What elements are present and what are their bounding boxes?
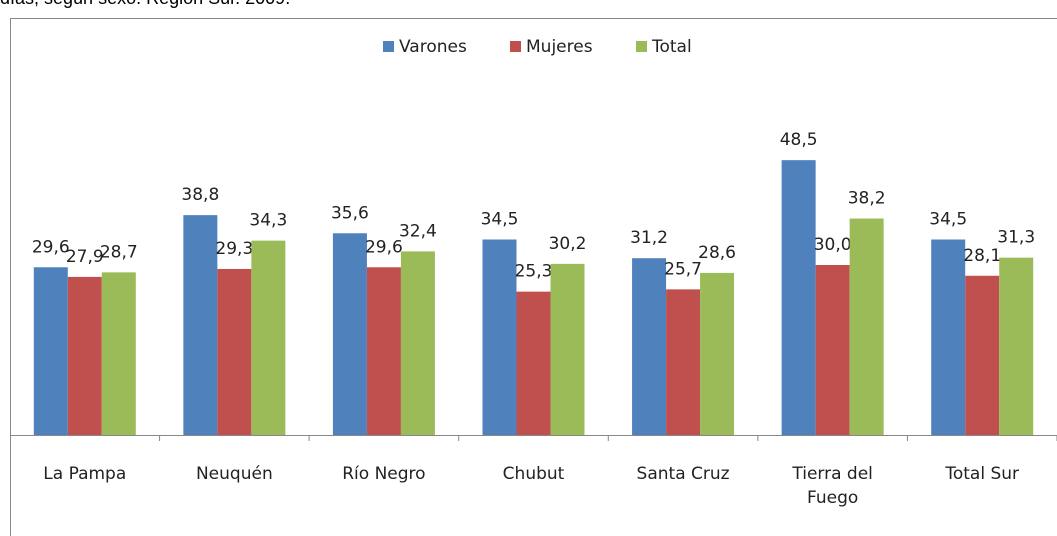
data-label: 31,2: [630, 228, 668, 248]
data-label: 48,5: [780, 130, 818, 150]
bar: [700, 272, 735, 435]
bar: [366, 267, 401, 435]
x-tick-label: Tierra del Fuego: [792, 464, 873, 508]
legend-swatch: [383, 41, 394, 52]
x-tick-label: Chubut: [502, 464, 565, 484]
bar: [332, 233, 367, 435]
bar: [400, 251, 435, 435]
bar: [67, 276, 102, 435]
bar: [482, 239, 517, 435]
chart-title: días, según sexo. Región Sur. 2009.: [0, 0, 290, 9]
legend-label: Total: [651, 37, 692, 57]
legend-label: Mujeres: [526, 37, 593, 57]
chart-frame: [10, 18, 1057, 536]
bar: [965, 275, 1000, 435]
data-label: 25,7: [664, 259, 702, 279]
bar: [217, 268, 252, 435]
data-label: 34,3: [249, 211, 287, 231]
data-label: 29,6: [365, 237, 403, 257]
data-label: 38,2: [848, 189, 886, 209]
bar: [550, 263, 585, 435]
data-label: 25,3: [515, 262, 553, 282]
data-label: 30,2: [549, 234, 587, 254]
bar: [33, 267, 68, 435]
data-label: 27,9: [66, 247, 104, 267]
bar: [931, 239, 966, 435]
data-label: 28,7: [100, 242, 138, 262]
legend-swatch: [636, 41, 647, 52]
data-label: 35,6: [331, 203, 369, 223]
bar: [781, 160, 816, 435]
data-label: 34,5: [929, 210, 967, 230]
x-tick-label: Neuquén: [195, 464, 273, 484]
bar: [632, 258, 667, 435]
bar: [815, 265, 850, 435]
x-tick-label: La Pampa: [43, 464, 127, 484]
data-label: 29,6: [32, 237, 70, 257]
bar: [849, 218, 884, 435]
data-label: 38,8: [181, 185, 219, 205]
legend-swatch: [510, 41, 521, 52]
data-label: 30,0: [814, 235, 852, 255]
bar: [516, 291, 551, 435]
data-label: 31,3: [997, 228, 1035, 248]
bar: [183, 215, 218, 435]
bar: [666, 289, 701, 435]
data-label: 32,4: [399, 221, 437, 241]
data-label: 28,1: [963, 246, 1001, 266]
bar: [251, 240, 286, 435]
data-label: 34,5: [481, 210, 519, 230]
bar: [999, 257, 1034, 435]
x-tick-label: Río Negro: [342, 464, 426, 484]
x-tick-label: Santa Cruz: [636, 464, 730, 484]
data-label: 28,6: [698, 243, 736, 263]
data-label: 29,3: [215, 239, 253, 259]
bar: [101, 272, 136, 435]
x-tick-label: Total Sur: [945, 464, 1020, 484]
legend-label: Varones: [399, 37, 467, 57]
